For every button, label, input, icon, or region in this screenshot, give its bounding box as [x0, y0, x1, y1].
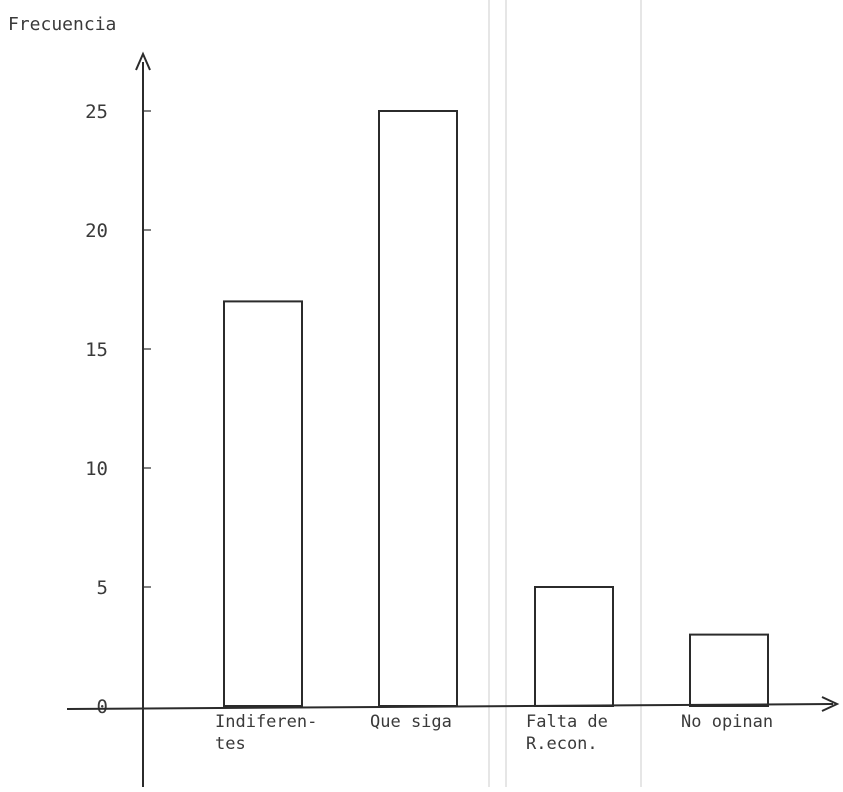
y-tick-label: 25: [85, 101, 108, 123]
x-axis-line: [66, 703, 834, 710]
bar: [223, 300, 303, 707]
y-tick-label: 10: [85, 458, 108, 480]
bar: [689, 633, 769, 707]
bars: [223, 110, 769, 707]
y-tick-label: 5: [97, 577, 108, 599]
x-axis-arrowhead: [821, 696, 840, 712]
y-axis-arrowhead: [135, 51, 151, 71]
bar: [378, 110, 458, 707]
category-label: No opinan: [681, 712, 773, 732]
y-axis-label: Frecuencia: [8, 14, 116, 35]
category-label: Indiferen-tes: [215, 712, 317, 754]
bar: [534, 586, 614, 707]
y-tick-label: 20: [85, 220, 108, 242]
category-label: Que siga: [370, 712, 452, 732]
y-axis-ticks: 0 5 10 15 20 25: [85, 101, 151, 718]
category-labels: Indiferen-tes Que siga Falta de R.econ. No o…: [215, 712, 773, 754]
y-tick-label: 0: [97, 696, 108, 718]
category-label: Falta de R.econ.: [526, 712, 608, 754]
y-tick-label: 15: [85, 339, 108, 361]
